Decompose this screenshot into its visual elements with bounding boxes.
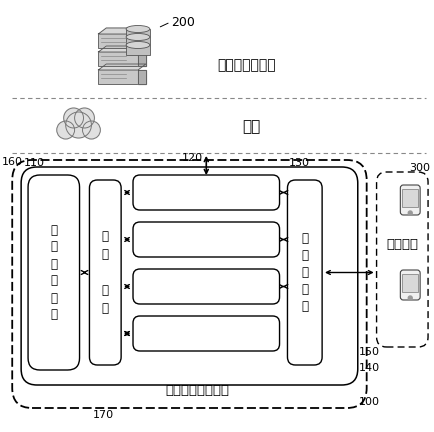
Text: 主
控
 
单
元: 主 控 单 元 [102,230,109,315]
Text: 170: 170 [93,410,114,420]
Text: 电
源
管
理
单
元: 电 源 管 理 单 元 [50,223,57,321]
Circle shape [408,296,412,300]
Text: 150: 150 [359,347,380,357]
FancyBboxPatch shape [28,175,79,370]
FancyBboxPatch shape [89,180,121,365]
Polygon shape [99,46,146,52]
Bar [402,189,418,207]
Circle shape [82,121,100,139]
Text: 110: 110 [23,158,45,168]
Polygon shape [138,52,146,66]
Circle shape [66,112,92,138]
Text: 100: 100 [359,397,380,407]
Ellipse shape [126,25,150,32]
Text: 140: 140 [359,363,380,373]
FancyBboxPatch shape [400,270,420,300]
FancyBboxPatch shape [133,269,279,304]
Text: 网络数据服务器: 网络数据服务器 [217,58,276,72]
Bar [99,52,138,66]
Text: 数据存储单元: 数据存储单元 [185,280,227,293]
Circle shape [75,108,95,128]
FancyBboxPatch shape [287,180,322,365]
Polygon shape [138,70,146,84]
FancyBboxPatch shape [133,222,279,257]
Bar [402,274,418,292]
Text: 120: 120 [182,153,203,163]
Text: 移动设备充电装置: 移动设备充电装置 [165,384,229,397]
Ellipse shape [126,41,150,48]
Text: 200: 200 [171,16,194,29]
Bar [126,29,150,55]
Text: 网络: 网络 [243,120,261,134]
Polygon shape [138,34,146,48]
Text: 软件服务单元: 软件服务单元 [185,233,227,246]
FancyBboxPatch shape [21,167,358,385]
Bar [99,70,138,84]
Text: 充
放
电
单
元: 充 放 电 单 元 [301,232,308,313]
Circle shape [57,121,75,139]
Circle shape [408,211,412,215]
FancyBboxPatch shape [12,160,367,408]
Text: 130: 130 [289,158,310,168]
Text: 网络接入单元: 网络接入单元 [185,186,227,199]
FancyBboxPatch shape [133,175,279,210]
Bar [99,34,138,48]
Ellipse shape [126,34,150,41]
Polygon shape [99,28,146,34]
FancyBboxPatch shape [377,172,428,347]
Text: 300: 300 [410,163,431,173]
Text: 移动设备: 移动设备 [386,238,418,251]
FancyBboxPatch shape [400,185,420,215]
FancyBboxPatch shape [133,316,279,351]
Text: wifi服务单元: wifi服务单元 [182,327,230,340]
Text: 160: 160 [2,157,23,167]
Circle shape [64,108,83,128]
Polygon shape [99,64,146,70]
